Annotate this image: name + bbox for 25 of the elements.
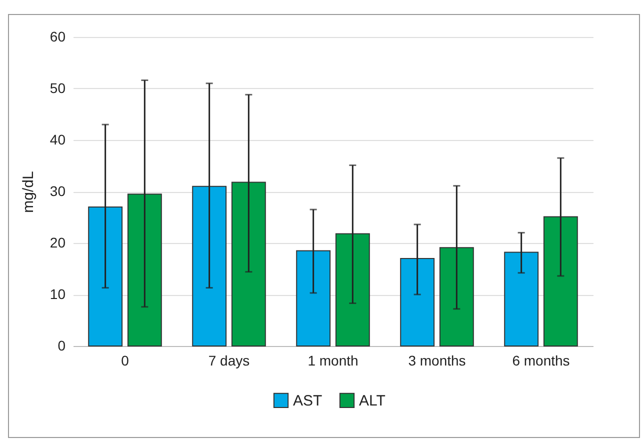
x-tick-label: 1 month xyxy=(308,352,358,368)
y-tick-label: 30 xyxy=(50,183,66,199)
y-tick-label: 10 xyxy=(50,286,66,302)
legend-label: AST xyxy=(293,392,322,410)
bar xyxy=(88,206,123,346)
bar xyxy=(400,258,435,346)
bar xyxy=(439,247,474,346)
x-tick-label: 3 months xyxy=(408,352,466,368)
y-tick-label: 60 xyxy=(50,28,66,44)
bar xyxy=(192,186,227,346)
y-axis-title: mg/dL xyxy=(20,171,37,213)
bar xyxy=(296,250,331,346)
y-tick-label: 20 xyxy=(50,234,66,250)
bar xyxy=(231,182,266,346)
x-tick-label: 6 months xyxy=(512,352,570,368)
x-tick-label: 7 days xyxy=(208,352,250,368)
y-tick-label: 40 xyxy=(50,132,66,148)
y-tick-label: 50 xyxy=(50,80,66,96)
bar xyxy=(543,216,578,346)
y-tick-label: 0 xyxy=(58,338,66,354)
x-tick-label: 0 xyxy=(121,352,130,368)
bar xyxy=(127,194,162,346)
bar xyxy=(504,252,539,346)
legend-label: ALT xyxy=(359,392,386,410)
bar xyxy=(335,233,370,346)
